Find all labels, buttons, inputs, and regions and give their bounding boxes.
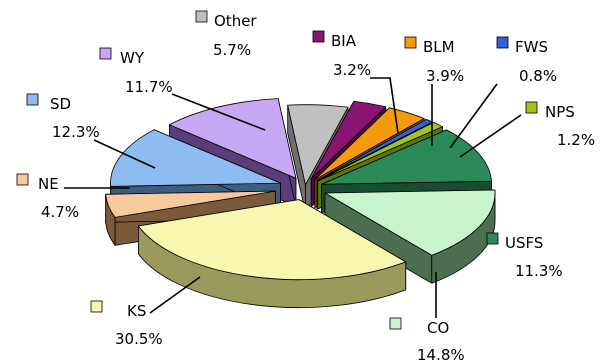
label-wy: WY 11.7% xyxy=(99,47,173,96)
leader-lines xyxy=(64,77,522,318)
slice-labels: Other 5.7% BIA 3.2% BLM 3.9% FWS 0.8% NPS 1.2% USF… xyxy=(16,10,595,364)
slice-label-usfs: USFS xyxy=(505,234,543,252)
data-label-sd: 12.3% xyxy=(52,123,100,141)
pie-slices xyxy=(105,98,496,309)
slice-label-bia: BIA xyxy=(331,32,357,50)
label-blm: BLM 3.9% xyxy=(404,36,464,85)
leader-line-sd xyxy=(93,139,156,169)
legend-swatch-bia xyxy=(312,30,325,43)
legend-swatch-other xyxy=(195,10,208,23)
slice-label-wy: WY xyxy=(120,49,145,67)
slice-wy-top xyxy=(169,98,297,179)
label-usfs: USFS 11.3% xyxy=(486,232,563,280)
label-other: Other 5.7% xyxy=(195,10,257,59)
slice-label-ne: NE xyxy=(38,175,59,193)
slice-label-blm: BLM xyxy=(423,38,455,56)
leader-line-ks xyxy=(149,276,201,314)
slice-label-nps: NPS xyxy=(545,103,575,121)
slice-ks xyxy=(138,199,407,309)
data-label-usfs: 11.3% xyxy=(515,262,563,280)
slice-label-fws: FWS xyxy=(515,38,548,56)
legend-swatch-co xyxy=(389,317,402,330)
slice-co-top xyxy=(324,189,496,256)
legend-swatch-nps xyxy=(525,101,538,114)
label-sd: SD 12.3% xyxy=(26,93,100,141)
legend-swatch-wy xyxy=(99,47,112,60)
slice-label-co: CO xyxy=(427,319,449,337)
legend-swatch-ne xyxy=(16,173,29,186)
slice-co xyxy=(324,189,496,284)
leader-line-wy xyxy=(171,93,266,131)
leader-line-fws xyxy=(449,83,498,149)
slice-label-other: Other xyxy=(214,12,257,30)
label-ne: NE 4.7% xyxy=(16,173,79,221)
data-label-co: 14.8% xyxy=(417,346,465,364)
label-nps: NPS 1.2% xyxy=(525,101,595,149)
label-fws: FWS 0.8% xyxy=(496,36,557,85)
data-label-bia: 3.2% xyxy=(333,61,371,79)
legend-swatch-fws xyxy=(496,36,509,49)
slice-sd-top xyxy=(110,129,281,187)
slice-ne-top xyxy=(105,190,276,218)
slice-other-top xyxy=(287,104,349,186)
label-bia: BIA 3.2% xyxy=(312,30,371,79)
leader-line-nps xyxy=(459,114,522,158)
slice-nps-top xyxy=(317,122,443,182)
data-label-wy: 11.7% xyxy=(125,78,173,96)
slice-bia-top xyxy=(310,100,387,180)
data-label-nps: 1.2% xyxy=(557,131,595,149)
legend-swatch-sd xyxy=(26,93,39,106)
data-label-other: 5.7% xyxy=(213,41,251,59)
slice-label-ks: KS xyxy=(127,302,146,320)
data-label-ne: 4.7% xyxy=(41,203,79,221)
slice-ks-top xyxy=(138,199,407,281)
data-label-fws: 0.8% xyxy=(519,67,557,85)
slice-label-sd: SD xyxy=(50,95,71,113)
slice-usfs-top xyxy=(321,129,492,185)
label-ks: KS 30.5% xyxy=(90,300,163,348)
legend-swatch-ks xyxy=(90,300,103,313)
data-label-ks: 30.5% xyxy=(115,330,163,348)
legend-swatch-usfs xyxy=(486,232,499,245)
data-label-blm: 3.9% xyxy=(426,67,464,85)
legend-swatch-blm xyxy=(404,36,417,49)
label-co: CO 14.8% xyxy=(389,317,465,364)
leader-line-bia xyxy=(370,77,399,134)
